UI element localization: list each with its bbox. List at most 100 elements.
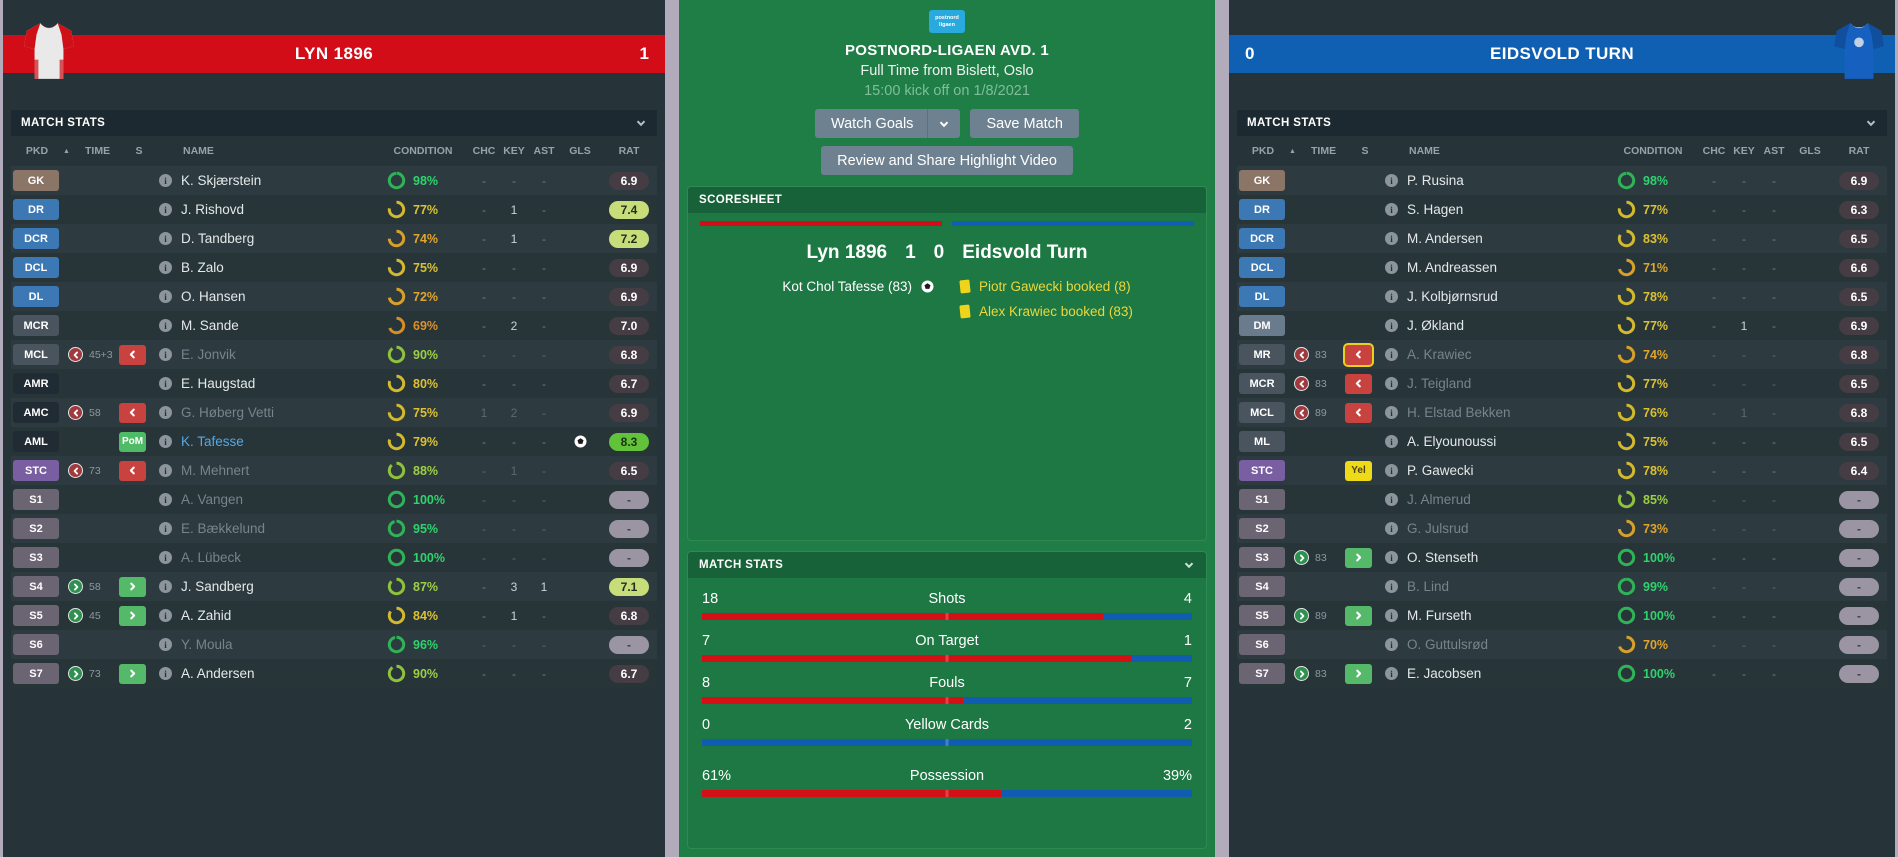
- player-name[interactable]: i B. Zalo: [159, 260, 377, 275]
- player-name[interactable]: i J. Økland: [1385, 318, 1607, 333]
- info-icon[interactable]: i: [1385, 290, 1398, 303]
- info-icon[interactable]: i: [1385, 377, 1398, 390]
- info-icon[interactable]: i: [1385, 638, 1398, 651]
- player-name[interactable]: i A. Andersen: [159, 666, 377, 681]
- info-icon[interactable]: i: [159, 551, 172, 564]
- info-icon[interactable]: i: [159, 203, 172, 216]
- player-row[interactable]: STC Yel i P. Gawecki 78% - - - 6.4: [1237, 456, 1887, 485]
- player-name[interactable]: i M. Furseth: [1385, 608, 1607, 623]
- booking-event[interactable]: Alex Krawiec booked (83): [959, 304, 1133, 319]
- home-match-stats-section-header[interactable]: MATCH STATS: [11, 110, 657, 136]
- info-icon[interactable]: i: [1385, 203, 1398, 216]
- col-pkd[interactable]: PKD: [25, 145, 49, 157]
- col-time[interactable]: TIME: [1311, 145, 1337, 157]
- player-name[interactable]: i B. Lind: [1385, 579, 1607, 594]
- col-key[interactable]: KEY: [1733, 145, 1755, 157]
- info-icon[interactable]: i: [1385, 609, 1398, 622]
- player-name[interactable]: i M. Andreassen: [1385, 260, 1607, 275]
- player-name[interactable]: i M. Sande: [159, 318, 377, 333]
- player-row[interactable]: DL i J. Kolbjørnsrud 78% - - - 6.5: [1237, 282, 1887, 311]
- player-name[interactable]: i A. Zahid: [159, 608, 377, 623]
- player-row[interactable]: DR i S. Hagen 77% - - - 6.3: [1237, 195, 1887, 224]
- player-row[interactable]: MCR i M. Sande 69% - 2 - 7.0: [11, 311, 657, 340]
- away-team-name[interactable]: EIDSVOLD TURN: [1489, 44, 1635, 63]
- player-row[interactable]: S6 i Y. Moula 96% - - - -: [11, 630, 657, 659]
- info-icon[interactable]: i: [1385, 667, 1398, 680]
- info-icon[interactable]: i: [159, 667, 172, 680]
- player-name[interactable]: i E. Jonvik: [159, 347, 377, 362]
- col-key[interactable]: KEY: [503, 145, 525, 157]
- player-row[interactable]: MR 83 i A. Krawiec 74% - - - 6.8: [1237, 340, 1887, 369]
- info-icon[interactable]: i: [159, 464, 172, 477]
- player-row[interactable]: DL i O. Hansen 72% - - - 6.9: [11, 282, 657, 311]
- player-row[interactable]: GK i P. Rusina 98% - - - 6.9: [1237, 166, 1887, 195]
- col-pkd[interactable]: PKD: [1251, 145, 1275, 157]
- info-icon[interactable]: i: [159, 522, 172, 535]
- info-icon[interactable]: i: [159, 377, 172, 390]
- player-name[interactable]: i A. Elyounoussi: [1385, 434, 1607, 449]
- player-name[interactable]: i D. Tandberg: [159, 231, 377, 246]
- player-row[interactable]: DCL i B. Zalo 75% - - - 6.9: [11, 253, 657, 282]
- scoreline-home-team[interactable]: Lyn 1896: [806, 242, 888, 263]
- player-name[interactable]: i O. Stenseth: [1385, 550, 1607, 565]
- info-icon[interactable]: i: [1385, 348, 1398, 361]
- player-name[interactable]: i S. Hagen: [1385, 202, 1607, 217]
- info-icon[interactable]: i: [159, 609, 172, 622]
- player-row[interactable]: S6 i O. Guttulsrød 70% - - - -: [1237, 630, 1887, 659]
- away-match-stats-section-header[interactable]: MATCH STATS: [1237, 110, 1887, 136]
- chevron-down-icon[interactable]: [1865, 117, 1877, 129]
- player-name[interactable]: i E. Jacobsen: [1385, 666, 1607, 681]
- chevron-down-icon[interactable]: [1183, 559, 1195, 571]
- home-team-name[interactable]: LYN 1896: [294, 44, 374, 63]
- player-row[interactable]: S1 i J. Almerud 85% - - - -: [1237, 485, 1887, 514]
- match-stats-header[interactable]: MATCH STATS: [688, 552, 1206, 578]
- player-row[interactable]: DR i J. Rishovd 77% - 1 - 7.4: [11, 195, 657, 224]
- info-icon[interactable]: i: [159, 580, 172, 593]
- player-name[interactable]: i K. Tafesse: [159, 434, 377, 449]
- player-name[interactable]: i O. Guttulsrød: [1385, 637, 1607, 652]
- player-name[interactable]: i A. Vangen: [159, 492, 377, 507]
- player-row[interactable]: S1 i A. Vangen 100% - - - -: [11, 485, 657, 514]
- info-icon[interactable]: i: [1385, 580, 1398, 593]
- goal-event[interactable]: Kot Chol Tafesse (83): [782, 279, 934, 294]
- col-condition[interactable]: CONDITION: [1623, 145, 1683, 157]
- col-s[interactable]: S: [135, 145, 143, 157]
- player-row[interactable]: MCL 89 i H. Elstad Bekken 76% - 1 - 6.8: [1237, 398, 1887, 427]
- player-row[interactable]: MCL 45+3 i E. Jonvik 90% - - - 6.8: [11, 340, 657, 369]
- player-row[interactable]: DCL i M. Andreassen 71% - - - 6.6: [1237, 253, 1887, 282]
- col-gls[interactable]: GLS: [569, 145, 591, 157]
- col-rat[interactable]: RAT: [1848, 145, 1870, 157]
- info-icon[interactable]: i: [1385, 174, 1398, 187]
- player-name[interactable]: i M. Andersen: [1385, 231, 1607, 246]
- review-highlight-video-button[interactable]: Review and Share Highlight Video: [821, 146, 1073, 175]
- player-row[interactable]: S3 83 i O. Stenseth 100% - - - -: [1237, 543, 1887, 572]
- player-name[interactable]: i G. Julsrud: [1385, 521, 1607, 536]
- col-name[interactable]: NAME: [183, 145, 214, 157]
- player-row[interactable]: AMR i E. Haugstad 80% - - - 6.7: [11, 369, 657, 398]
- info-icon[interactable]: i: [159, 348, 172, 361]
- col-s[interactable]: S: [1361, 145, 1369, 157]
- scoresheet-header[interactable]: SCORESHEET: [688, 187, 1206, 213]
- player-row[interactable]: S5 89 i M. Furseth 100% - - - -: [1237, 601, 1887, 630]
- player-name[interactable]: i G. Høberg Vetti: [159, 405, 377, 420]
- scoreline-away-team[interactable]: Eidsvold Turn: [962, 242, 1088, 263]
- info-icon[interactable]: i: [1385, 261, 1398, 274]
- player-row[interactable]: S4 i B. Lind 99% - - - -: [1237, 572, 1887, 601]
- col-name[interactable]: NAME: [1409, 145, 1440, 157]
- info-icon[interactable]: i: [159, 406, 172, 419]
- player-name[interactable]: i E. Bækkelund: [159, 521, 377, 536]
- col-chc[interactable]: CHC: [1702, 145, 1726, 157]
- player-row[interactable]: STC 73 i M. Mehnert 88% - 1 - 6.5: [11, 456, 657, 485]
- player-row[interactable]: GK i K. Skjærstein 98% - - - 6.9: [11, 166, 657, 195]
- player-row[interactable]: S2 i G. Julsrud 73% - - - -: [1237, 514, 1887, 543]
- player-row[interactable]: S7 83 i E. Jacobsen 100% - - - -: [1237, 659, 1887, 688]
- col-rat[interactable]: RAT: [618, 145, 640, 157]
- col-time[interactable]: TIME: [85, 145, 111, 157]
- player-name[interactable]: i O. Hansen: [159, 289, 377, 304]
- booking-event[interactable]: Piotr Gawecki booked (8): [959, 279, 1131, 294]
- player-row[interactable]: MCR 83 i J. Teigland 77% - - - 6.5: [1237, 369, 1887, 398]
- player-name[interactable]: i J. Kolbjørnsrud: [1385, 289, 1607, 304]
- player-name[interactable]: i J. Sandberg: [159, 579, 377, 594]
- info-icon[interactable]: i: [159, 232, 172, 245]
- info-icon[interactable]: i: [1385, 522, 1398, 535]
